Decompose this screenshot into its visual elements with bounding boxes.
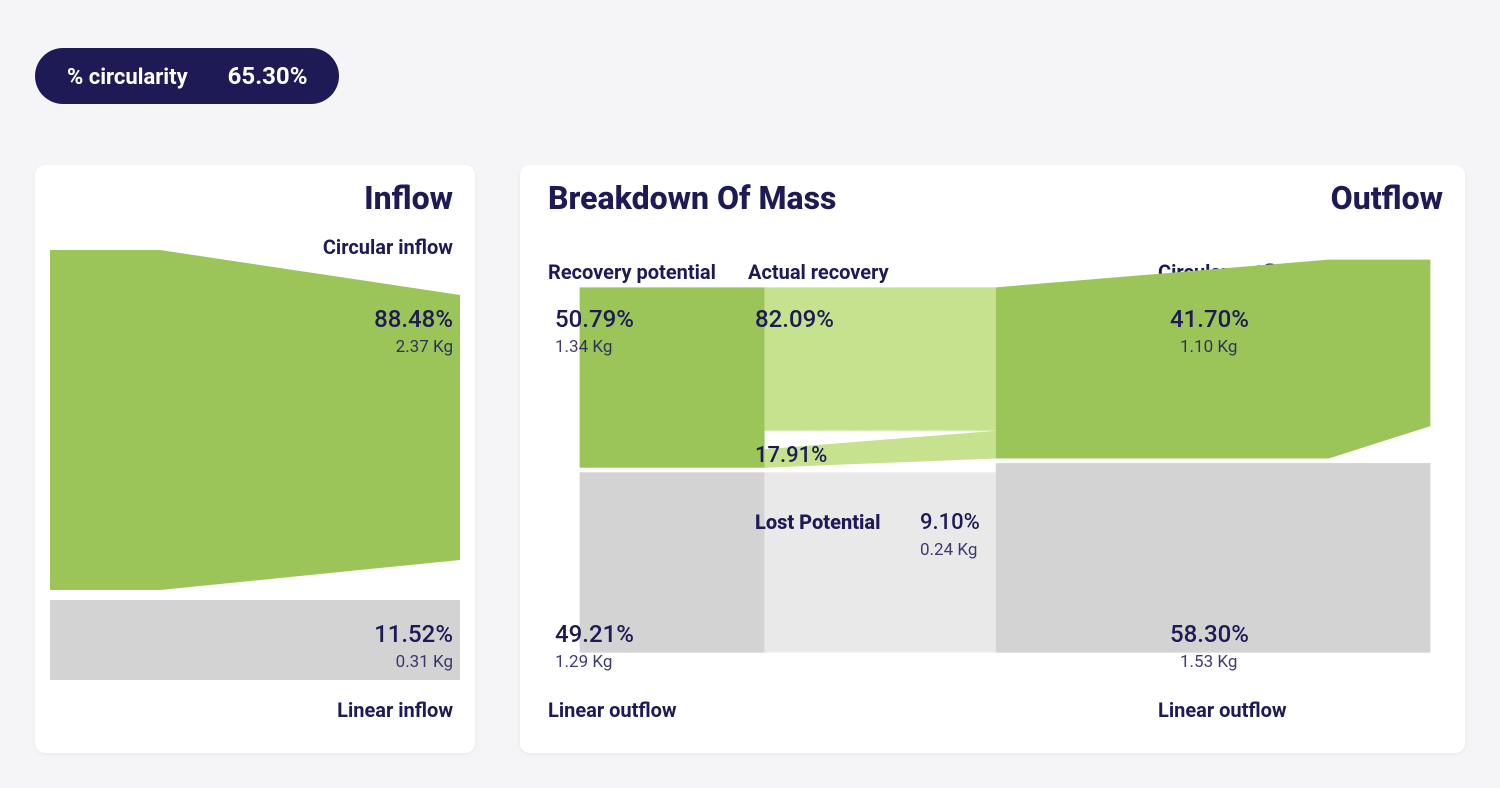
circularity-value: 65.30% <box>228 62 308 90</box>
recovery-potential-pct: 50.79% <box>555 305 634 333</box>
linear-outflow-left-label: Linear outflow <box>548 698 677 722</box>
breakdown-card: Breakdown Of Mass Outflow Recovery poten… <box>520 165 1465 753</box>
lost-potential-mass: 0.24 Kg <box>920 540 977 560</box>
linear-inflow-mass: 0.31 Kg <box>396 652 453 672</box>
inflow-card: Inflow Circular inflow 88.48% 2.37 Kg 11… <box>35 165 475 753</box>
circular-inflow-mass: 2.37 Kg <box>396 337 453 357</box>
linear-left-mass: 1.29 Kg <box>555 652 612 672</box>
inflow-title: Inflow <box>364 179 453 217</box>
circularity-badge: % circularity 65.30% <box>35 48 339 104</box>
linear-outflow-right-label: Linear outflow <box>1158 698 1287 722</box>
breakdown-sankey <box>545 255 1465 685</box>
linear-right-mass: 1.53 Kg <box>1180 652 1237 672</box>
breakdown-title: Breakdown Of Mass <box>548 179 836 217</box>
lost-potential-shape <box>765 472 996 652</box>
actual-recovery-sub-pct: 17.91% <box>755 443 827 468</box>
linear-left-pct: 49.21% <box>555 620 634 648</box>
circular-inflow-pct: 88.48% <box>374 305 453 333</box>
lost-potential-pct: 9.10% <box>920 510 980 535</box>
circular-outflow-mass: 1.10 Kg <box>1180 337 1237 357</box>
circular-outflow-pct: 41.70% <box>1170 305 1249 333</box>
linear-inflow-label: Linear inflow <box>337 698 453 722</box>
circular-outflow-shape <box>996 260 1431 459</box>
recovery-potential-mass: 1.34 Kg <box>555 337 612 357</box>
outflow-title: Outflow <box>1331 179 1443 217</box>
lost-potential-label: Lost Potential <box>755 510 881 534</box>
inflow-circular-shape <box>50 250 460 590</box>
actual-recovery-pct: 82.09% <box>755 305 834 333</box>
circularity-label: % circularity <box>67 65 188 90</box>
linear-inflow-pct: 11.52% <box>374 620 453 648</box>
linear-right-pct: 58.30% <box>1170 620 1249 648</box>
